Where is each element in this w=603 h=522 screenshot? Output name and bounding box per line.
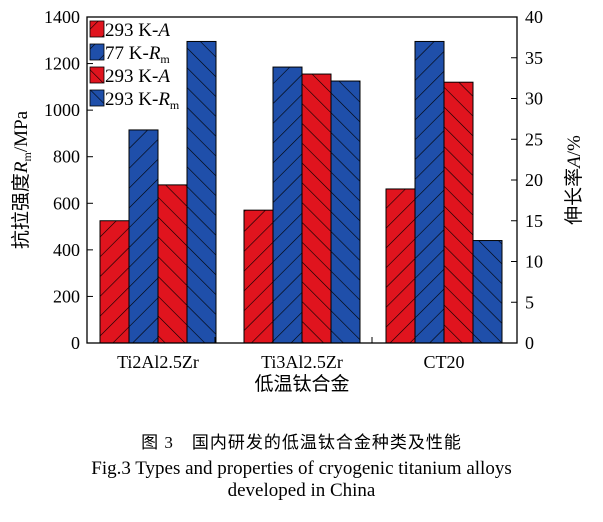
y-left-tick-label: 200 [53, 286, 80, 306]
x-tick-label: Ti2Al2.5Zr [117, 352, 199, 372]
bar-Ti2Al2.5Zr-2 [157, 184, 188, 344]
bar-CT20-3 [472, 240, 503, 344]
bar-CT20-2 [443, 81, 474, 344]
y-left-tick-label: 400 [53, 240, 80, 260]
bar-Ti3Al2.5Zr-3 [330, 80, 361, 344]
y-right-tick-label: 35 [525, 48, 543, 68]
y-left-tick-label: 1400 [44, 7, 80, 27]
bar-Ti3Al2.5Zr-2 [301, 73, 332, 344]
bar-CT20-0 [385, 188, 416, 344]
y-left-tick-label: 800 [53, 147, 80, 167]
bar-Ti2Al2.5Zr-0 [99, 220, 130, 344]
x-tick-label: Ti3Al2.5Zr [261, 352, 343, 372]
y-right-tick-label: 15 [525, 211, 543, 231]
legend-item: 77 K-Rm [89, 43, 170, 66]
bar-Ti2Al2.5Zr-1 [128, 129, 159, 344]
y-right-tick-label: 30 [525, 89, 543, 109]
y-right-tick-label: 10 [525, 252, 543, 272]
caption-en-line2: developed in China [227, 480, 376, 501]
x-axis-label: 低温钛合金 [254, 373, 349, 395]
y-left-tick-label: 600 [53, 193, 80, 213]
y-right-tick-label: 5 [525, 292, 534, 312]
y-left-tick-label: 0 [71, 333, 80, 353]
legend-item: 293 K-A [89, 20, 170, 41]
svg-text:77 K-Rm: 77 K-Rm [105, 43, 170, 66]
y-right-tick-label: 25 [525, 129, 543, 149]
bar-Ti3Al2.5Zr-1 [272, 66, 303, 344]
x-tick-label: CT20 [423, 352, 464, 372]
svg-text:293 K-A: 293 K-A [105, 20, 170, 41]
y-left-tick-label: 1200 [44, 54, 80, 74]
y-right-tick-label: 20 [525, 170, 543, 190]
y-axis-right-label: 伸长率A/% [563, 135, 585, 225]
y-left-tick-label: 1000 [44, 100, 80, 120]
caption-en-line1: Fig.3 Types and properties of cryogenic … [91, 458, 512, 479]
svg-text:293 K-A: 293 K-A [105, 66, 170, 87]
bar-CT20-1 [414, 40, 445, 344]
y-axis-left-label: 抗拉强度Rm/MPa [10, 110, 34, 249]
bar-Ti2Al2.5Zr-3 [186, 40, 217, 344]
bar-Ti3Al2.5Zr-0 [243, 209, 274, 344]
legend-item: 293 K-A [89, 66, 170, 87]
svg-text:293 K-Rm: 293 K-Rm [105, 89, 180, 112]
legend-item: 293 K-Rm [89, 89, 180, 112]
y-right-tick-label: 0 [525, 333, 534, 353]
y-right-tick-label: 40 [525, 7, 543, 27]
caption-cn: 图 3 国内研发的低温钛合金种类及性能 [141, 433, 462, 452]
